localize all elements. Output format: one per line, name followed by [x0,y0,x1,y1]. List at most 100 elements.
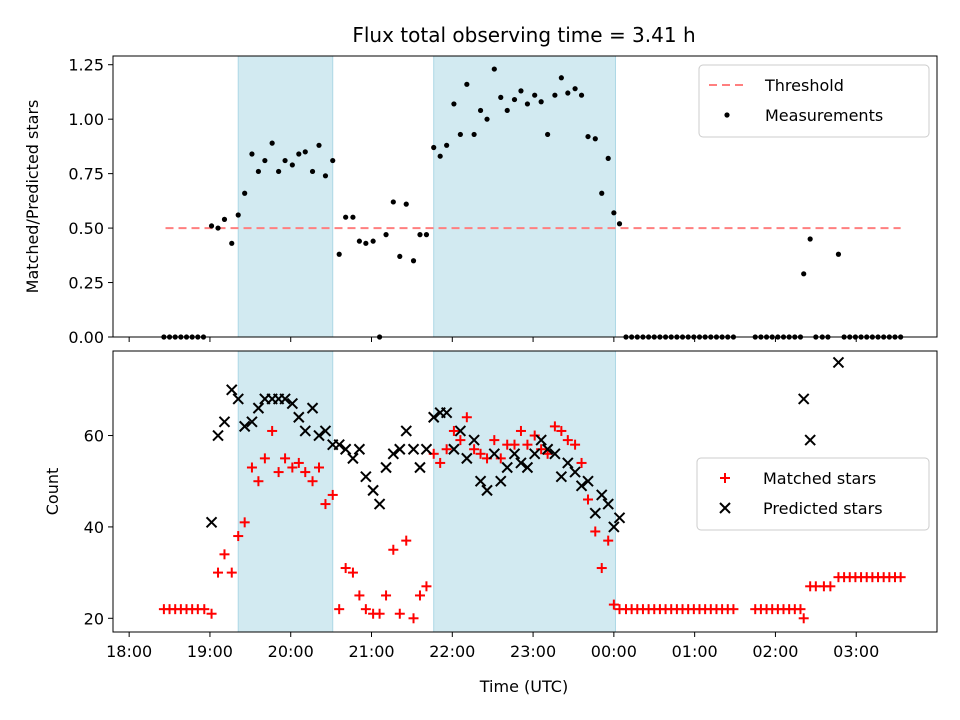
x-marker-b [367,484,379,497]
data-point [562,457,574,469]
x-marker-b [488,448,501,460]
bottom-legend: Matched stars Predicted stars [696,457,930,531]
x-marker-b [541,443,554,455]
data-point [448,425,459,436]
data-point [515,457,527,469]
data-point [269,140,275,146]
legend-label: Threshold [764,76,844,95]
data-point [374,608,385,619]
data-point [454,425,467,437]
data-point [569,466,581,478]
data-point [360,470,372,483]
data-point [599,190,605,196]
x-marker-b [508,448,521,460]
data-point [238,420,251,433]
x-marker-b [569,466,581,478]
x-marker-b [589,507,601,519]
data-point [322,173,329,179]
data-point [333,438,345,451]
data-point [471,131,477,138]
data-point [549,421,560,432]
x-marker-b [232,393,244,405]
y-tick-label: 20 [84,609,104,628]
top-legend: Threshold Measurements [698,64,930,138]
y-axis-title: Matched/Predicted stars [23,100,42,294]
legend-label: Predicted stars [763,499,883,518]
data-point [522,439,533,450]
data-point [582,475,594,487]
data-point [279,393,291,405]
x-marker-b [360,470,372,483]
x-marker-b [414,461,426,474]
bottom-axes-frame [112,350,938,633]
x-marker-b [400,425,412,437]
x-marker-b [286,397,299,410]
data-point [381,590,392,601]
data-point [208,223,215,229]
data-point [252,402,265,414]
x-marker-b [562,457,574,469]
data-point [575,480,588,492]
data-point [206,608,217,619]
data-point [603,535,614,546]
data-point [360,604,371,615]
data-point [334,604,345,615]
data-point [414,461,426,474]
x-marker-b [608,521,620,533]
top-shaded-interval [237,55,334,338]
data-point [495,475,507,487]
x-marker-b [521,461,534,474]
data-point [448,443,460,455]
data-point [319,425,332,437]
x-marker-b [373,498,386,510]
data-point [356,238,362,244]
data-point [435,457,446,468]
data-point [538,99,544,105]
data-point [267,425,278,436]
data-point [300,467,311,478]
x-marker-b [575,480,588,492]
data-point [340,563,351,574]
y-tick-label: 1.00 [68,110,104,129]
data-point [541,443,554,455]
x-marker-b [549,448,561,460]
data-point [293,411,305,423]
y-tick-label: 0.25 [68,274,104,293]
data-point [339,443,352,455]
data-point [226,384,238,396]
x-marker-b [481,484,493,497]
data-point [354,590,365,601]
data-point [316,142,322,148]
data-point [481,484,493,497]
x-marker-b [313,429,325,442]
x-marker-b [420,443,433,455]
data-point [347,567,358,578]
data-point [259,453,270,464]
data-point [353,443,366,455]
y-tick-label: 1.25 [68,56,104,75]
data-point [565,90,571,96]
y-tick-label: 40 [84,518,104,537]
x-tick-label: 21:00 [348,642,394,661]
data-point [309,168,316,175]
data-point [613,512,626,524]
bottom-shaded-interval [433,350,616,633]
data-point [498,94,504,100]
x-marker-b [582,475,594,487]
x-tick-label: 22:00 [429,642,475,661]
data-point [370,238,376,244]
data-point [428,411,440,423]
top-shaded-interval [433,55,616,338]
data-point [807,236,813,242]
x-marker-b [252,402,265,414]
data-point [213,567,224,578]
data-point [394,443,406,455]
x-marker-b [596,489,608,501]
data-point [327,489,338,500]
data-point [219,549,230,560]
data-point [504,107,510,114]
data-point [343,214,349,220]
data-point [536,444,547,455]
x-marker-b [387,448,400,460]
legend-box [696,457,930,531]
